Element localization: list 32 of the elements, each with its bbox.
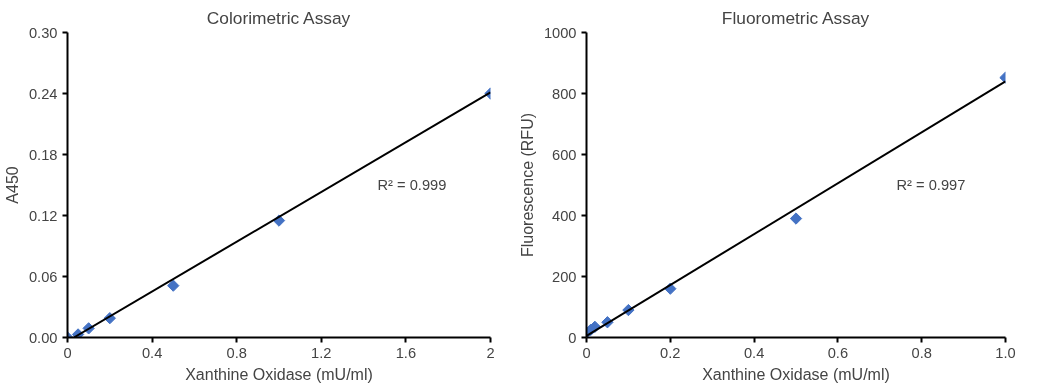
y-tick-label: 200 [552,268,577,285]
x-tick-label: 0.4 [141,344,163,361]
y-tick-label: 0.18 [28,146,58,163]
x-tick-label: 0.2 [660,344,681,361]
y-tick-label: 0.24 [28,85,58,102]
annotation: R² = 0.999 [377,176,447,193]
x-tick-label: 1.0 [995,344,1016,361]
x-tick-label: 0 [582,344,591,361]
y-tick-label: 0.12 [28,207,58,224]
x-tick-label: 0 [63,344,72,361]
y-tick-label: 0.06 [28,268,58,285]
y-tick-label: 1000 [543,24,577,41]
y-axis-title: Fluorescence (RFU) [518,112,536,258]
x-tick-label: 0.8 [911,344,932,361]
y-tick-label: 0.00 [28,329,58,346]
y-tick-label: 600 [552,146,577,163]
x-tick-label: 0.6 [827,344,849,361]
x-tick-label: 2 [486,344,495,361]
x-tick-label: 0.4 [743,344,765,361]
y-tick-label: 0 [568,329,577,346]
x-axis-title: Xanthine Oxidase (mU/ml) [702,365,890,383]
chart-title: Colorimetric Assay [206,7,351,28]
chart-title: Fluorometric Assay [721,7,870,28]
x-tick-label: 0.8 [226,344,247,361]
y-tick-label: 400 [552,207,577,224]
y-tick-label: 800 [552,85,577,102]
y-axis-title: A450 [3,166,21,204]
annotation: R² = 0.997 [896,176,966,193]
x-tick-label: 1.2 [311,344,332,361]
x-axis-title: Xanthine Oxidase (mU/ml) [185,365,373,383]
x-tick-label: 1.6 [395,344,417,361]
y-tick-label: 0.30 [28,24,58,41]
